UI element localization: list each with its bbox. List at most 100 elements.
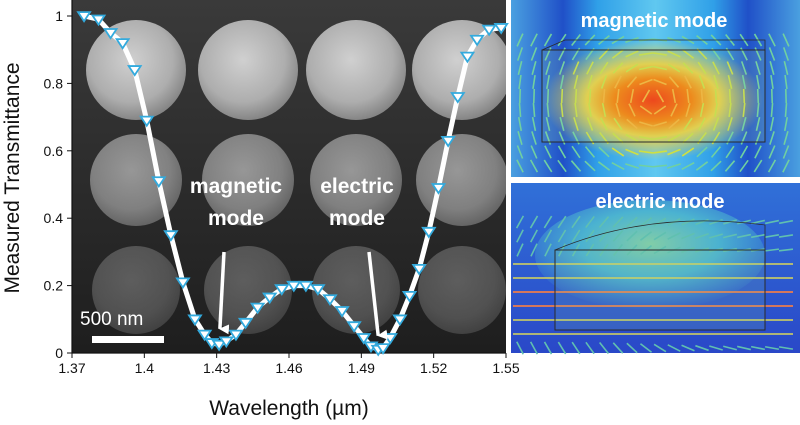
data-point (151, 176, 167, 189)
field-arrow (668, 76, 680, 88)
data-point (163, 230, 179, 242)
x-tick-label: 1.52 (420, 360, 447, 376)
field-arrow (768, 145, 776, 159)
field-arrow (530, 145, 538, 159)
field-arrow (560, 102, 564, 118)
field-arrow (571, 145, 581, 159)
y-tick-label: 0.8 (44, 75, 64, 91)
field-arrow (546, 74, 550, 90)
data-point (459, 51, 476, 64)
field-arrow (724, 160, 736, 172)
field-arrow (516, 145, 524, 159)
data-point (127, 65, 143, 77)
field-arrow (684, 75, 692, 89)
field-arrow (543, 229, 553, 243)
field-arrow (543, 159, 553, 173)
field-arrow (695, 233, 709, 239)
data-point (298, 280, 314, 293)
field-arrow (783, 116, 789, 132)
field-arrow (629, 88, 635, 104)
field-arrow (517, 131, 523, 145)
y-tick-label: 0.2 (44, 278, 64, 294)
field-arrow (516, 47, 524, 61)
annotation-arrow (218, 251, 230, 335)
field-arrow (750, 345, 766, 351)
field-arrow (532, 102, 536, 118)
field-arrow (587, 75, 593, 89)
annotation-label-line1: magnetic (190, 175, 283, 198)
field-arrow (739, 159, 749, 173)
field-arrow (586, 117, 594, 131)
field-arrow (574, 88, 578, 104)
field-arrow (515, 215, 525, 229)
field-arrow (737, 219, 751, 225)
field-arrow (756, 74, 760, 90)
field-arrow (600, 75, 608, 89)
data-point (421, 226, 437, 239)
field-arrow (543, 341, 553, 355)
field-arrow (599, 342, 609, 354)
field-arrow (529, 341, 539, 355)
field-arrow (727, 117, 733, 131)
field-arrow (755, 116, 761, 132)
field-arrow (712, 61, 720, 75)
field-arrow (742, 102, 746, 118)
scale-bar: 500 nm (80, 309, 164, 343)
scale-bar-line (92, 336, 164, 343)
data-point (322, 294, 338, 306)
field-arrow (638, 52, 654, 56)
sem-particle (418, 246, 506, 334)
field-arrow (741, 117, 747, 131)
annotation-arrow (367, 251, 388, 340)
field-arrow (653, 105, 667, 115)
field-arrow (740, 61, 748, 75)
data-point (334, 306, 350, 318)
field-arrow (696, 146, 708, 158)
field-arrow (652, 164, 668, 168)
field-arrow (723, 345, 737, 351)
field-arrow (670, 103, 678, 117)
field-arrow (584, 146, 596, 158)
field-arrow (598, 48, 610, 60)
field-arrow (585, 341, 595, 355)
sem-particle (202, 134, 294, 226)
field-arrow (667, 63, 681, 73)
sem-particle (204, 246, 292, 334)
field-arrow (560, 88, 564, 104)
field-arrow (725, 145, 735, 159)
inset-magnetic-mode: magnetic mode (511, 0, 800, 177)
axes: 1.37 1.4 1.43 1.46 1.49 1.52 1.55 0 0.2 0.4 0.6 0.8… (44, 0, 520, 376)
field-arrow (750, 233, 766, 239)
field-arrow (682, 62, 694, 74)
field-arrow (698, 75, 706, 89)
annotation-label-line1: electric (320, 175, 394, 198)
data-point (218, 336, 234, 349)
field-arrow (713, 75, 719, 89)
inset-magnetic-title: magnetic mode (581, 10, 728, 32)
field-arrow (764, 248, 780, 252)
field-arrow (516, 243, 524, 257)
field-arrow (613, 117, 623, 131)
data-point (356, 333, 372, 345)
field-arrow (625, 148, 639, 156)
field-arrow (571, 215, 581, 229)
field-arrow (697, 61, 707, 75)
field-arrow (710, 160, 722, 172)
field-arrow (681, 218, 695, 226)
field-arrow (573, 75, 579, 89)
field-arrow (611, 147, 625, 157)
field-arrow (626, 230, 638, 242)
field-arrow (529, 159, 539, 173)
y-tick-label: 1 (55, 8, 63, 24)
field-arrow (652, 150, 668, 154)
field-arrow (764, 234, 780, 238)
field-arrow (639, 78, 653, 86)
field-arrow (778, 346, 794, 350)
field-arrow (736, 345, 752, 351)
field-arrow (612, 62, 624, 74)
field-arrow (546, 102, 550, 118)
data-point (286, 280, 302, 293)
field-arrow (572, 61, 580, 75)
field-arrow (700, 88, 704, 104)
field-arrow (626, 342, 638, 354)
